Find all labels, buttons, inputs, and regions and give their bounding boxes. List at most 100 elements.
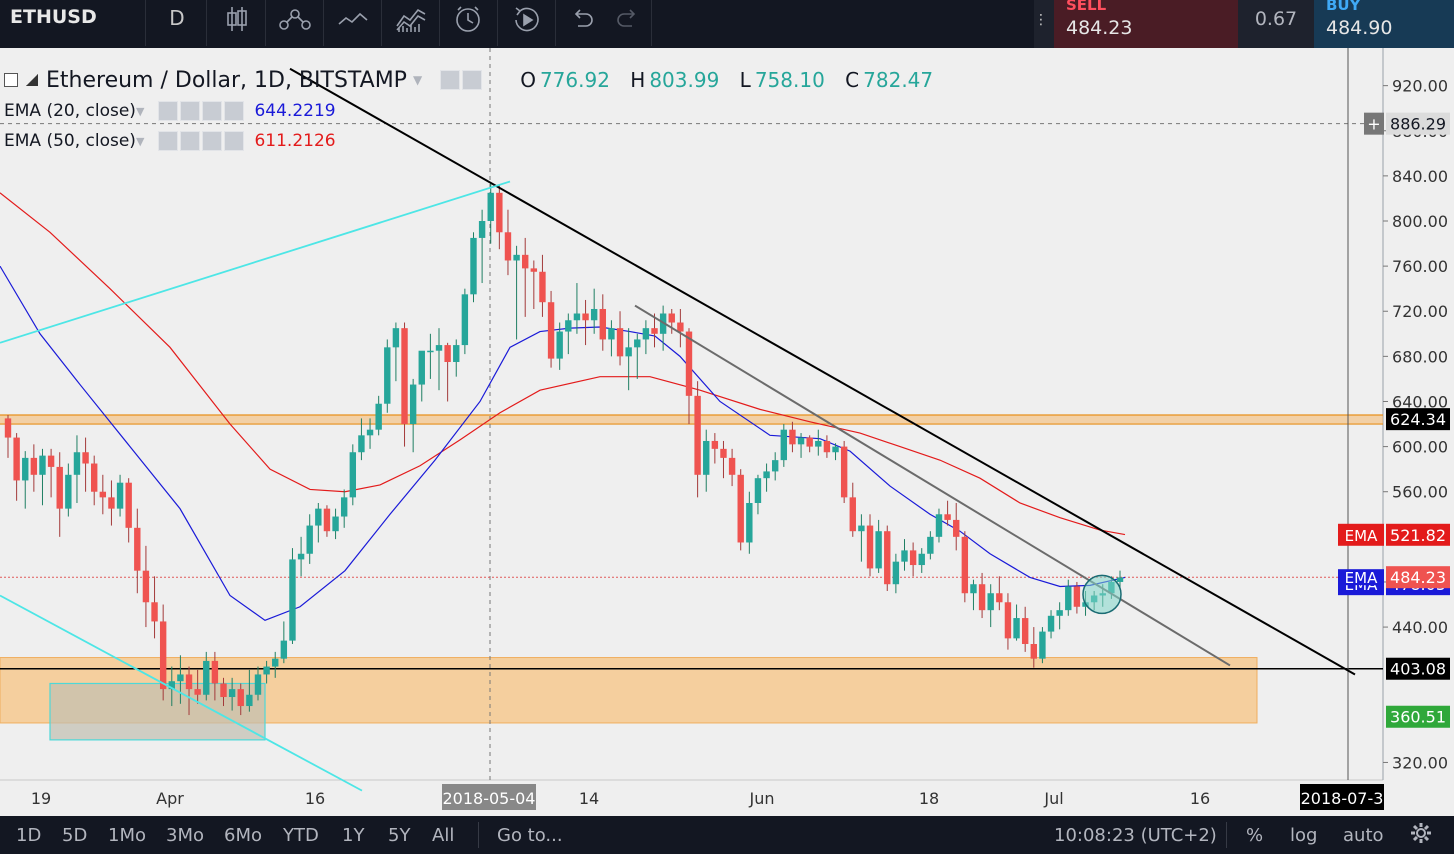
ema20-legend[interactable]: EMA (20, close) ▼ 644.2219 [4, 98, 336, 124]
candle-body [1065, 586, 1072, 611]
gear-icon[interactable] [180, 101, 201, 121]
drag-handle-icon[interactable]: ⋮⋮ [1034, 0, 1062, 48]
range-1d[interactable]: 1D [16, 825, 42, 846]
breakout-highlight[interactable] [1082, 574, 1122, 615]
candle-body [47, 455, 55, 467]
candle [470, 232, 477, 303]
ema50-legend[interactable]: EMA (50, close) ▼ 611.2126 [4, 128, 336, 154]
candle-body [358, 435, 365, 453]
redo-button[interactable] [604, 0, 652, 46]
candle-body [185, 674, 193, 690]
gear-icon[interactable] [180, 131, 201, 151]
candle-body [125, 482, 132, 528]
candle-body [56, 466, 63, 509]
range-5y[interactable]: 5Y [388, 825, 411, 846]
interval-selector[interactable]: D [148, 0, 207, 46]
candle [737, 469, 744, 551]
collapse-icon[interactable] [4, 73, 18, 87]
replay-button[interactable] [498, 0, 556, 46]
range-all[interactable]: All [432, 825, 455, 846]
chevron-down-icon[interactable]: ▼ [136, 134, 145, 148]
candle [935, 508, 943, 543]
auto-toggle[interactable]: auto [1343, 825, 1384, 846]
range-1mo[interactable]: 1Mo [108, 825, 146, 846]
candle [1030, 627, 1037, 668]
descending-trendline[interactable] [289, 67, 1356, 676]
range-ytd[interactable]: YTD [283, 825, 319, 846]
candle [194, 669, 201, 704]
time-axis[interactable] [0, 780, 1454, 816]
candle [634, 333, 641, 379]
candle [565, 313, 572, 355]
close-icon[interactable] [224, 131, 245, 151]
candle [203, 651, 210, 701]
price-chart[interactable]: 320.00440.00480.00560.00600.00640.00680.… [0, 48, 1454, 816]
range-6mo[interactable]: 6Mo [224, 825, 262, 846]
range-3mo[interactable]: 3Mo [166, 825, 204, 846]
candle [220, 677, 227, 707]
ema20-value: 644.2219 [254, 101, 336, 121]
range-5d[interactable]: 5D [62, 825, 88, 846]
candle [315, 503, 322, 543]
candle [522, 237, 529, 317]
candle-body [685, 331, 693, 396]
series-title[interactable]: Ethereum / Dollar, 1D, BITSTAMP [46, 67, 407, 93]
x-tick-label: 16 [305, 789, 325, 808]
candle [815, 429, 822, 456]
ohlc-value: 758.10 [754, 68, 825, 92]
series-legend: Ethereum / Dollar, 1D, BITSTAMP ▼ O 776.9… [4, 64, 933, 96]
close-icon[interactable] [224, 101, 245, 121]
x-tick-label: Apr [156, 789, 184, 808]
candle [496, 184, 503, 250]
redo-icon [616, 9, 635, 27]
candle-body [918, 553, 925, 566]
descending-trendline-inner[interactable] [634, 304, 1231, 667]
chevron-down-icon[interactable]: ▼ [136, 104, 145, 118]
candle-body [151, 602, 158, 622]
goto-button[interactable]: Go to... [497, 825, 563, 846]
candle [65, 463, 72, 517]
candle [1116, 570, 1124, 589]
clock-display[interactable]: 10:08:23 (UTC+2) [1054, 825, 1217, 846]
gear-icon[interactable] [462, 70, 483, 90]
percent-toggle[interactable]: % [1246, 825, 1264, 846]
candle [556, 322, 563, 370]
range-1y[interactable]: 1Y [342, 825, 365, 846]
level-tag-624: 624.34 [1390, 410, 1446, 429]
ema50-line[interactable] [0, 192, 1126, 536]
add-icon[interactable] [202, 101, 223, 121]
indicators-button[interactable] [266, 0, 324, 46]
candle [668, 308, 675, 334]
add-icon[interactable] [202, 131, 223, 151]
add-level-button[interactable] [1364, 112, 1384, 135]
eye-icon[interactable] [158, 101, 179, 121]
alert-button[interactable] [440, 0, 498, 46]
buy-button[interactable]: BUY 484.90 [1314, 0, 1454, 48]
candle [453, 339, 460, 377]
settings-icon[interactable] [1410, 821, 1432, 850]
candle-body [590, 308, 598, 321]
eye-icon[interactable] [158, 131, 179, 151]
candle-body [30, 457, 38, 475]
chart-style-button[interactable] [208, 0, 266, 46]
candle-body [82, 452, 89, 464]
sell-button[interactable]: SELL 484.23 [1054, 0, 1238, 48]
candle-body [297, 553, 305, 560]
ascending-channel-line[interactable] [0, 180, 511, 344]
symbol-search[interactable]: ETHUSD [0, 0, 146, 46]
candle-body [720, 448, 727, 458]
chevron-down-icon[interactable]: ▼ [412, 73, 423, 87]
x-tick-label: 19 [31, 789, 51, 808]
candle [996, 576, 1003, 611]
eye-icon[interactable] [440, 70, 461, 90]
log-toggle[interactable]: log [1290, 825, 1318, 846]
descending-channel-line[interactable] [0, 594, 363, 792]
candle [185, 666, 193, 716]
compare-button[interactable] [324, 0, 382, 46]
templates-button[interactable] [382, 0, 440, 46]
candle-body [237, 689, 244, 707]
candle-body [970, 584, 977, 594]
candle-body [375, 403, 382, 430]
undo-button[interactable] [556, 0, 608, 46]
x-tick-label: 16 [1190, 789, 1210, 808]
